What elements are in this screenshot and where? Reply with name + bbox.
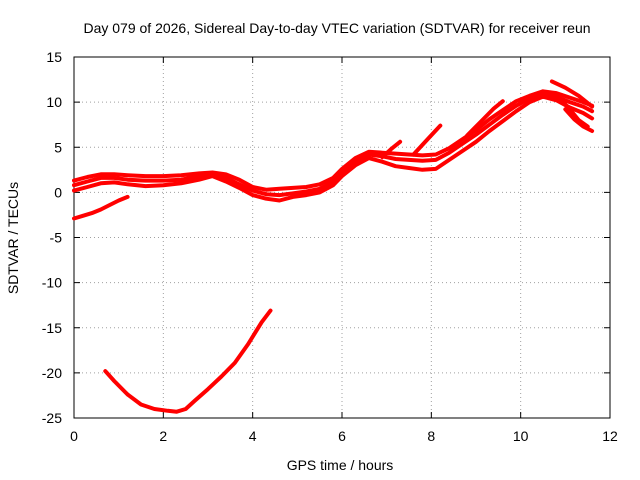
series-peak-branch xyxy=(549,79,595,109)
y-tick-label: -15 xyxy=(42,320,62,336)
y-tick-label: -25 xyxy=(42,410,62,426)
y-tick-label: -5 xyxy=(50,230,63,246)
series-rise-branch-c xyxy=(465,99,505,138)
x-tick-label: 10 xyxy=(513,428,529,444)
y-tick-label: 15 xyxy=(46,49,62,65)
x-tick-label: 2 xyxy=(159,428,167,444)
series-main-band-mid xyxy=(72,92,595,198)
x-tick-label: 8 xyxy=(427,428,435,444)
x-tick-label: 6 xyxy=(338,428,346,444)
y-tick-label: -20 xyxy=(42,365,62,381)
series-rise-branch-a xyxy=(380,139,403,160)
series-rise-branch-b xyxy=(411,123,443,157)
axis-ticks: 0 2 4 6 8 10 12 -25 -20 -15 -10 -5 0 5 10 15 xyxy=(42,49,618,444)
y-tick-label: 0 xyxy=(54,184,62,200)
x-tick-label: 4 xyxy=(249,428,257,444)
series-tail-branch-a xyxy=(563,107,595,133)
y-tick-label: -10 xyxy=(42,275,62,291)
series-main-band-lower xyxy=(72,94,595,203)
grid xyxy=(74,57,610,418)
y-tick-label: 5 xyxy=(54,139,62,155)
x-tick-label: 12 xyxy=(602,428,618,444)
series-low-arc-segment xyxy=(103,308,273,414)
y-tick-label: 10 xyxy=(46,94,62,110)
data-series xyxy=(72,79,595,414)
series-tail-branch-b xyxy=(558,97,590,129)
x-tick-label: 0 xyxy=(70,428,78,444)
chart-title: Day 079 of 2026, Sidereal Day-to-day VTE… xyxy=(83,20,590,36)
x-axis-label: GPS time / hours xyxy=(287,457,394,473)
y-axis-label: SDTVAR / TECUs xyxy=(5,182,21,294)
series-main-band-upper xyxy=(72,89,595,192)
series-early-dip-segment xyxy=(72,194,130,221)
